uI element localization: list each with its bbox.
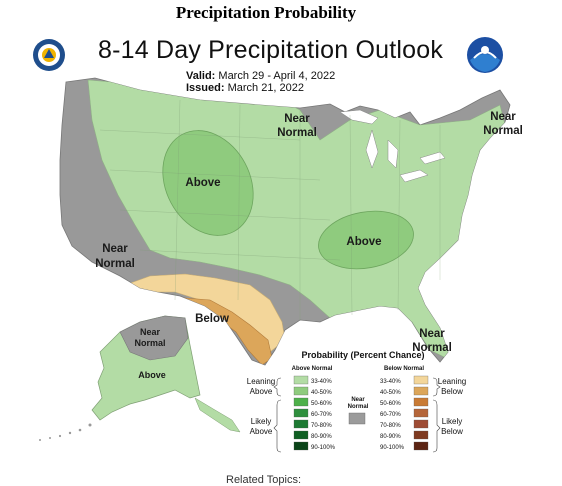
legend-below-bin-swatch bbox=[413, 441, 429, 451]
legend-above-bin-label: 80-90% bbox=[311, 434, 332, 440]
label-above-ohio: Above bbox=[346, 236, 381, 248]
label-near-normal-west: Near bbox=[102, 243, 128, 255]
legend-above-bin-label: 90-100% bbox=[311, 445, 336, 451]
legend-below-bin-label: 50-60% bbox=[380, 401, 401, 407]
issued-line: Issued: March 21, 2022 bbox=[186, 82, 305, 94]
legend-below-bin-label: 70-80% bbox=[380, 423, 401, 429]
legend-below-header: Below Normal bbox=[384, 366, 424, 372]
legend-above-bin-label: 60-70% bbox=[311, 412, 332, 418]
above-40-50-ohio bbox=[318, 210, 414, 270]
valid-line: Valid: March 29 - April 4, 2022 bbox=[186, 70, 336, 82]
related-topics-heading: Related Topics: bbox=[226, 474, 302, 486]
legend-likely-above-2: Above bbox=[250, 427, 273, 436]
label-above-ak: Above bbox=[138, 370, 166, 380]
legend-above-bin-swatch bbox=[293, 419, 309, 429]
legend-below-bin-swatch bbox=[413, 375, 429, 385]
page-heading: Precipitation Probability bbox=[175, 3, 357, 22]
legend-above-bin-swatch bbox=[293, 408, 309, 418]
legend-near-label-2: Normal bbox=[348, 404, 369, 410]
legend-below-bin-swatch bbox=[413, 419, 429, 429]
legend-below-bin-label: 40-50% bbox=[380, 390, 401, 396]
legend-below-bin-swatch bbox=[413, 386, 429, 396]
legend-near-normal-swatch bbox=[348, 412, 366, 425]
legend-below-bin-swatch bbox=[413, 430, 429, 440]
aleutian-islands bbox=[39, 423, 92, 441]
legend-below-bin-label: 90-100% bbox=[380, 445, 405, 451]
legend-likely-below-2: Below bbox=[441, 427, 463, 436]
legend-near-label-1: Near bbox=[351, 397, 365, 403]
label-near-normal-north: Near bbox=[284, 113, 310, 125]
legend-above-bin-label: 70-80% bbox=[311, 423, 332, 429]
legend-below-bin-swatch bbox=[413, 397, 429, 407]
alaska-near-normal-region bbox=[119, 315, 189, 361]
noaa-logo-icon bbox=[467, 37, 503, 73]
legend-below-bin-label: 33-40% bbox=[380, 379, 401, 385]
legend-leaning-above-2: Above bbox=[250, 387, 273, 396]
legend-likely-below-1: Likely bbox=[442, 417, 462, 426]
state-boundaries bbox=[99, 99, 441, 320]
legend-above-bin-swatch bbox=[293, 375, 309, 385]
legend-below-bin-swatch bbox=[413, 408, 429, 418]
legend-leaning-below-1: Leaning bbox=[438, 377, 466, 386]
legend-title: Probability (Percent Chance) bbox=[301, 350, 424, 360]
label-near-normal-north-2: Normal bbox=[277, 127, 317, 139]
legend-above-bin-label: 50-60% bbox=[311, 401, 332, 407]
commerce-seal-icon bbox=[33, 39, 65, 71]
legend-above-bin-swatch bbox=[293, 430, 309, 440]
legend-above-header: Above Normal bbox=[292, 366, 333, 372]
legend-above-bin-swatch bbox=[293, 441, 309, 451]
legend-leaning-above-1: Leaning bbox=[247, 377, 275, 386]
label-near-normal-west-2: Normal bbox=[95, 258, 135, 270]
legend-above-bin-swatch bbox=[293, 397, 309, 407]
legend-below-bin-label: 80-90% bbox=[380, 434, 401, 440]
label-below-texas: Below bbox=[195, 313, 229, 325]
legend-likely-above-1: Likely bbox=[251, 417, 271, 426]
label-near-normal-fl-2: Normal bbox=[412, 342, 452, 354]
legend-leaning-below-2: Below bbox=[441, 387, 463, 396]
legend-below-bin-label: 60-70% bbox=[380, 412, 401, 418]
label-near-normal-fl: Near bbox=[419, 328, 445, 340]
label-near-normal-ak: Near bbox=[140, 327, 161, 337]
label-near-normal-ne-2: Normal bbox=[483, 125, 523, 137]
legend-braces bbox=[273, 377, 441, 453]
label-above-plains: Above bbox=[185, 177, 220, 189]
legend-above-bin-swatch bbox=[293, 386, 309, 396]
label-near-normal-ak-2: Normal bbox=[134, 338, 165, 348]
map-title: 8-14 Day Precipitation Outlook bbox=[98, 36, 444, 64]
label-near-normal-ne: Near bbox=[490, 111, 516, 123]
great-lakes bbox=[339, 109, 446, 183]
legend: Probability (Percent Chance) Above Norma… bbox=[247, 350, 466, 453]
legend-above-bin-label: 40-50% bbox=[311, 390, 332, 396]
legend-above-bin-label: 33-40% bbox=[311, 379, 332, 385]
above-40-50-plains bbox=[162, 130, 254, 236]
